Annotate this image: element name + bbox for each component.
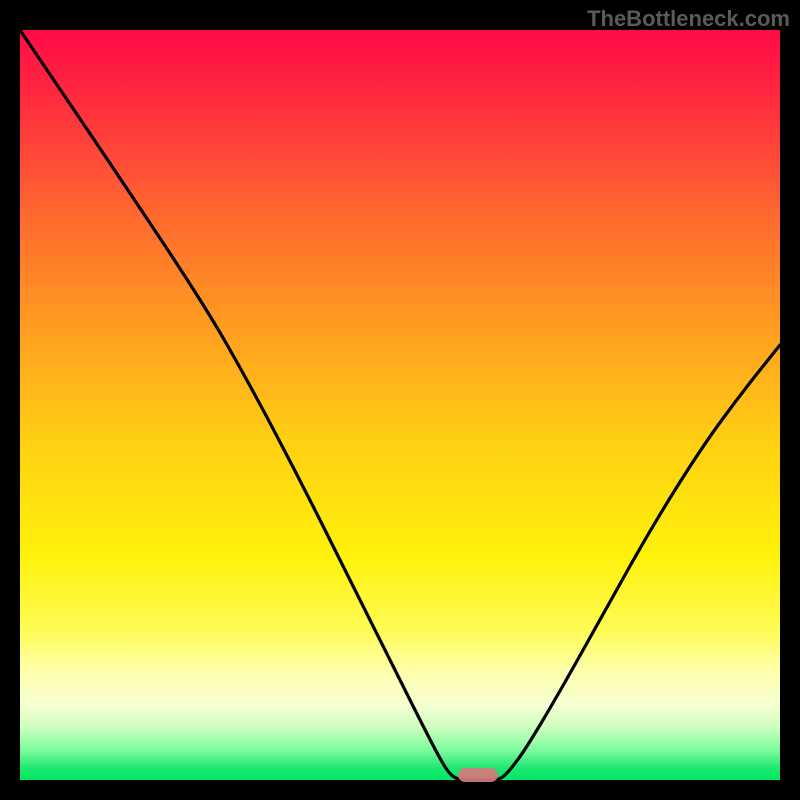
watermark-text: TheBottleneck.com [587,6,790,32]
chart-background [20,30,780,780]
bottleneck-chart [0,0,800,800]
chart-container: TheBottleneck.com [0,0,800,800]
optimal-marker [458,768,498,782]
